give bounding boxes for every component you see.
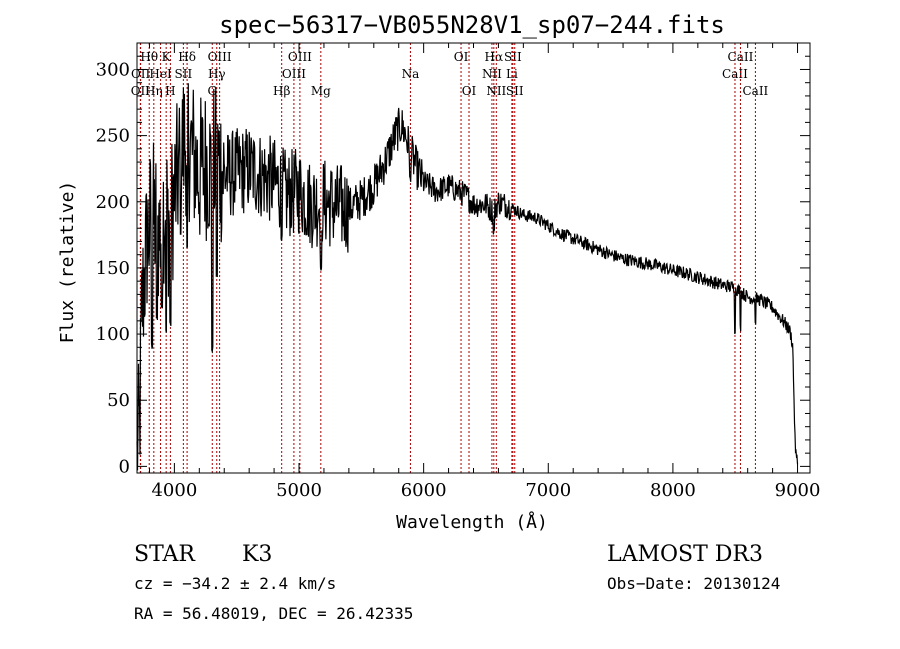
line-marker-label: HeI: [149, 67, 172, 81]
line-marker-label: Hθ: [140, 50, 158, 64]
y-tick-label: 250: [96, 126, 130, 147]
line-marker-label: Li: [506, 67, 518, 81]
line-marker-label: CaII: [742, 84, 768, 98]
line-marker-label: OIII: [282, 67, 306, 81]
line-marker-label: SII: [506, 84, 524, 98]
x-tick-label: 8000: [650, 480, 696, 501]
line-marker-label: Hη: [145, 84, 163, 98]
line-marker-label: Mg: [311, 84, 331, 98]
y-tick-label: 300: [96, 59, 130, 80]
line-marker-label: Hγ: [208, 67, 226, 81]
y-tick-label: 150: [96, 258, 130, 279]
line-marker-label: Hβ: [273, 84, 290, 98]
x-axis-label: Wavelength (Å): [396, 511, 548, 533]
object-subclass: K3: [242, 542, 272, 567]
line-marker-label: H: [165, 84, 175, 98]
line-marker-label: K: [162, 50, 172, 64]
y-axis-label: Flux (relative): [57, 181, 78, 344]
spectrum-trace: [136, 83, 799, 471]
y-tick-label: 200: [96, 192, 130, 213]
line-marker-label: CaII: [722, 67, 748, 81]
x-tick-label: 5000: [276, 480, 322, 501]
line-marker-label: OIII: [208, 50, 232, 64]
line-marker-label: SII: [175, 67, 193, 81]
y-tick-label: 50: [107, 390, 130, 411]
line-marker-label: OIII: [288, 50, 312, 64]
x-tick-label: 7000: [525, 480, 571, 501]
survey-name: LAMOST DR3: [607, 542, 763, 567]
line-marker-label: OI: [454, 50, 469, 64]
object-class: STAR: [134, 542, 196, 567]
x-tick-label: 9000: [775, 480, 821, 501]
spectral-line-markers: OIIOIIHθHηHeIKHSIIHδGHγOIIIHβOIIIOIIIMgN…: [131, 43, 769, 473]
line-marker-label: CaII: [728, 50, 754, 64]
spectrum-line: [136, 83, 799, 471]
y-tick-label: 0: [119, 456, 130, 477]
sky-coordinates: RA = 56.48019, DEC = 26.42335: [134, 604, 413, 623]
chart-title: spec−56317−VB055N28V1_sp07−244.fits: [219, 11, 725, 39]
line-marker-label: G: [207, 84, 217, 98]
x-tick-label: 4000: [151, 480, 197, 501]
line-marker-label: Hα: [485, 50, 504, 64]
line-marker-label: NII: [486, 84, 506, 98]
line-marker-label: Hδ: [178, 50, 196, 64]
plot-frame: [136, 42, 811, 474]
x-tick-label: 6000: [401, 480, 447, 501]
y-tick-label: 100: [96, 324, 130, 345]
x-axis-ticks: 4000 5000 6000 7000 8000 9000: [148, 43, 821, 501]
line-marker-label: Na: [402, 67, 420, 81]
line-marker-label: SII: [504, 50, 522, 64]
line-marker-label: OII: [131, 67, 151, 81]
redshift-cz: cz = −34.2 ± 2.4 km/s: [134, 574, 336, 593]
line-marker-label: OI: [462, 84, 477, 98]
y-axis-ticks: 0 50 100 150 200 250 300: [96, 55, 810, 477]
line-marker-label: NII: [482, 67, 502, 81]
obs-date: Obs−Date: 20130124: [607, 574, 780, 593]
